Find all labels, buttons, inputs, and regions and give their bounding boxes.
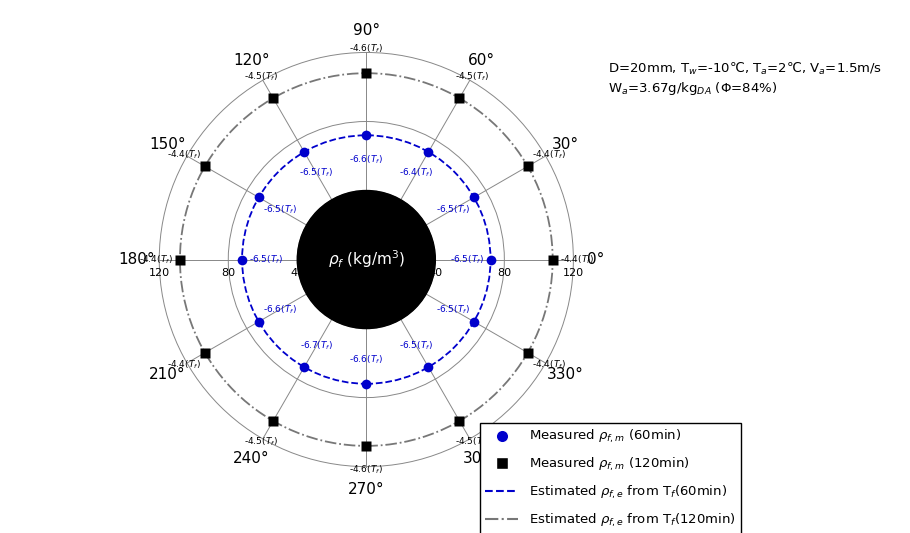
Text: -6.6$(T_f)$: -6.6$(T_f)$ [349, 353, 383, 366]
Text: 120: 120 [148, 268, 170, 278]
Text: 240°: 240° [233, 451, 270, 466]
Text: -4.5$(T_f)$: -4.5$(T_f)$ [455, 71, 489, 84]
Text: 60°: 60° [468, 53, 495, 68]
Text: -6.4$(T_f)$: -6.4$(T_f)$ [399, 167, 433, 179]
Text: D=20mm, T$_w$=-10℃, T$_a$=2℃, V$_a$=1.5m/s
W$_a$=3.67g/kg$_{DA}$ (Φ=84%): D=20mm, T$_w$=-10℃, T$_a$=2℃, V$_a$=1.5m… [608, 61, 882, 96]
Text: -6.5$(T_f)$: -6.5$(T_f)$ [249, 253, 283, 266]
Text: 120: 120 [562, 268, 584, 278]
Text: -6.5$(T_f)$: -6.5$(T_f)$ [263, 203, 297, 216]
Text: 30°: 30° [551, 138, 579, 152]
Text: -6.5$(T_f)$: -6.5$(T_f)$ [436, 303, 470, 316]
Text: 80: 80 [221, 268, 236, 278]
Text: -4.5$(T_f)$: -4.5$(T_f)$ [244, 435, 278, 448]
Text: -4.5$(T_f)$: -4.5$(T_f)$ [244, 71, 278, 84]
Text: -4.6$(T_f)$: -4.6$(T_f)$ [349, 464, 383, 477]
Text: 120°: 120° [233, 53, 270, 68]
Text: $\rho_f$ (kg/m$^3$): $\rho_f$ (kg/m$^3$) [328, 249, 405, 270]
Legend: Measured $\rho_{f,m}$ (60min), Measured $\rho_{f,m}$ (120min), Estimated $\rho_{: Measured $\rho_{f,m}$ (60min), Measured … [480, 423, 741, 533]
Text: 0°: 0° [587, 252, 604, 267]
Text: -6.5$(T_f)$: -6.5$(T_f)$ [436, 203, 470, 216]
Text: 150°: 150° [149, 138, 186, 152]
Text: -4.6$(T_f)$: -4.6$(T_f)$ [349, 43, 383, 55]
Text: 90°: 90° [353, 22, 379, 37]
Text: 270°: 270° [348, 481, 385, 497]
Text: 80: 80 [497, 268, 511, 278]
Text: -6.6$(T_f)$: -6.6$(T_f)$ [349, 153, 383, 166]
Text: -6.5$(T_f)$: -6.5$(T_f)$ [399, 340, 433, 352]
Text: -4.4$(T_f)$: -4.4$(T_f)$ [167, 148, 201, 160]
Text: -6.5$(T_f)$: -6.5$(T_f)$ [299, 167, 333, 179]
Text: 0: 0 [363, 268, 369, 278]
Text: -6.5$(T_f)$: -6.5$(T_f)$ [450, 253, 483, 266]
Text: -4.4$(T_f)$: -4.4$(T_f)$ [167, 359, 201, 371]
Circle shape [298, 190, 435, 328]
Text: -4.4$(T_f)$: -4.4$(T_f)$ [531, 148, 565, 160]
Text: -4.4$(T_f)$: -4.4$(T_f)$ [531, 359, 565, 371]
Text: -6.6$(T_f)$: -6.6$(T_f)$ [263, 303, 297, 316]
Text: -4.4$(T_f)$: -4.4$(T_f)$ [560, 253, 593, 266]
Text: -6.7$(T_f)$: -6.7$(T_f)$ [299, 340, 333, 352]
Text: 40: 40 [290, 268, 304, 278]
Text: -4.5$(T_f)$: -4.5$(T_f)$ [455, 435, 489, 448]
Text: 300°: 300° [462, 451, 500, 466]
Text: 40: 40 [429, 268, 442, 278]
Text: 210°: 210° [149, 367, 186, 382]
Text: 180°: 180° [118, 252, 155, 267]
Text: -4.4$(T_f)$: -4.4$(T_f)$ [139, 253, 173, 266]
Text: 330°: 330° [547, 367, 583, 382]
